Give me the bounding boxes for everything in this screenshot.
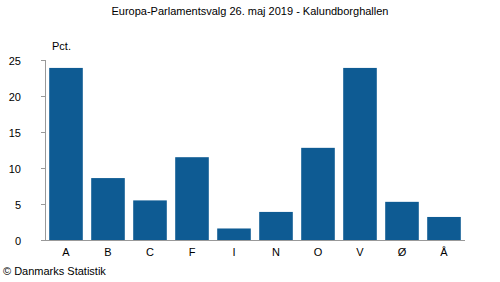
y-label: Pct. xyxy=(52,40,71,52)
y-tick-label: 15 xyxy=(9,127,21,139)
source: © Danmarks Statistik xyxy=(3,265,106,277)
x-tick-label: Å xyxy=(440,246,448,258)
bar xyxy=(385,202,419,240)
chart-root: Europa-Parlamentsvalg 26. maj 2019 - Kal… xyxy=(0,0,500,282)
x-tick-label: Ø xyxy=(398,246,407,258)
bar xyxy=(49,68,83,240)
x-tick-label: I xyxy=(232,246,235,258)
chart: Europa-Parlamentsvalg 26. maj 2019 - Kal… xyxy=(0,0,500,282)
bar xyxy=(301,148,335,240)
x-tick-label: C xyxy=(146,246,154,258)
y-tick xyxy=(41,60,45,61)
x-tick-label: N xyxy=(272,246,280,258)
y-tick-label: 5 xyxy=(15,199,21,211)
x-tick-label: O xyxy=(314,246,323,258)
x-tick-label: V xyxy=(356,246,364,258)
y-tick-label: 20 xyxy=(9,91,21,103)
y-tick xyxy=(41,240,45,241)
bar xyxy=(259,212,293,240)
y-tick xyxy=(41,204,45,205)
bar xyxy=(427,217,461,240)
bars xyxy=(49,68,461,240)
bar xyxy=(133,200,167,240)
x-axis xyxy=(45,240,465,241)
y-tick xyxy=(41,96,45,97)
y-tick xyxy=(41,168,45,169)
y-tick xyxy=(41,132,45,133)
bar xyxy=(91,178,125,240)
y-axis xyxy=(45,60,46,240)
bar xyxy=(175,157,209,240)
y-tick-label: 25 xyxy=(9,55,21,67)
title: Europa-Parlamentsvalg 26. maj 2019 - Kal… xyxy=(111,5,388,17)
x-tick-label: F xyxy=(189,246,196,258)
x-tick-label: B xyxy=(104,246,111,258)
x-tick-label: A xyxy=(62,246,70,258)
y-tick-label: 0 xyxy=(15,235,21,247)
y-tick-label: 10 xyxy=(9,163,21,175)
bar xyxy=(343,68,377,240)
bar xyxy=(217,228,251,240)
